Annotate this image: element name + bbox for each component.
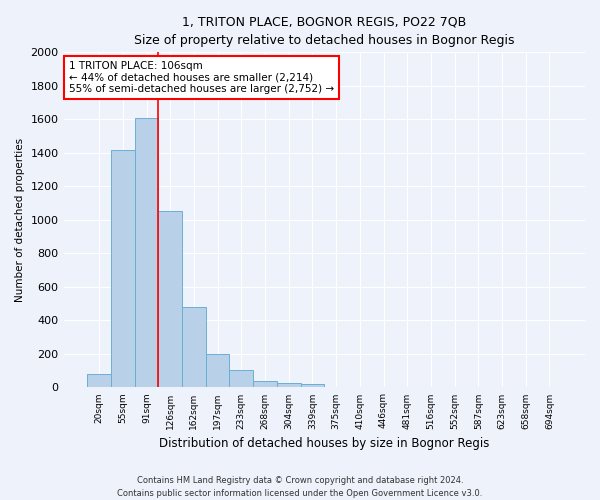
Bar xyxy=(229,370,253,388)
Text: Contains HM Land Registry data © Crown copyright and database right 2024.
Contai: Contains HM Land Registry data © Crown c… xyxy=(118,476,482,498)
Bar xyxy=(111,150,134,388)
Bar xyxy=(158,210,182,388)
Bar xyxy=(206,354,229,388)
Bar xyxy=(134,118,158,388)
X-axis label: Distribution of detached houses by size in Bognor Regis: Distribution of detached houses by size … xyxy=(159,437,490,450)
Bar xyxy=(253,381,277,388)
Bar xyxy=(277,383,301,388)
Y-axis label: Number of detached properties: Number of detached properties xyxy=(15,138,25,302)
Bar xyxy=(87,374,111,388)
Text: 1 TRITON PLACE: 106sqm
← 44% of detached houses are smaller (2,214)
55% of semi-: 1 TRITON PLACE: 106sqm ← 44% of detached… xyxy=(69,60,334,94)
Title: 1, TRITON PLACE, BOGNOR REGIS, PO22 7QB
Size of property relative to detached ho: 1, TRITON PLACE, BOGNOR REGIS, PO22 7QB … xyxy=(134,15,515,47)
Bar xyxy=(182,307,206,388)
Bar xyxy=(301,384,324,388)
